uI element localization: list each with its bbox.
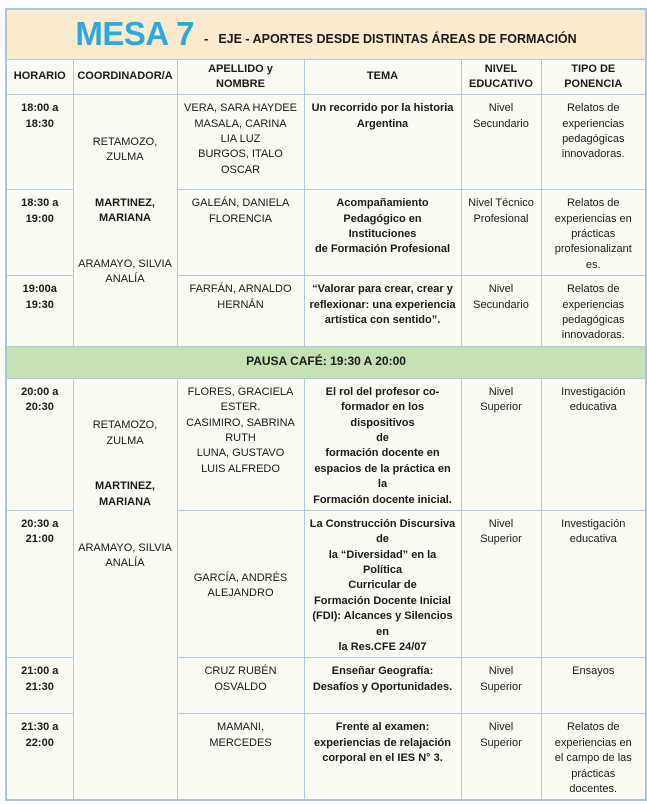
- presenter-cell: MAMANI, MERCEDES: [176, 713, 305, 801]
- level-cell: Nivel Secundario: [460, 94, 542, 191]
- level-cell: Nivel Superior: [460, 377, 542, 511]
- type-cell: Relatos de experiencias en prácticas pro…: [540, 189, 647, 277]
- presenter-cell: GALEÁN, DANIELA FLORENCIA: [176, 189, 305, 277]
- topic-cell: Enseñar Geografía: Desafíos y Oportunida…: [303, 657, 462, 715]
- presenter-cell: VERA, SARA HAYDEE MASALA, CARINA LIA LUZ…: [176, 94, 305, 191]
- coordinator-name: ARAMAYO, SILVIA ANALÍA: [78, 258, 172, 286]
- level-cell: Nivel Superior: [460, 713, 542, 801]
- coordinator-name: RETAMOZO, ZULMA: [92, 419, 158, 447]
- level-cell: Nivel Técnico Profesional: [460, 189, 542, 277]
- type-cell: Investigación educativa: [540, 509, 647, 659]
- session-row-1: 18:00 a 18:30 RETAMOZO, ZULMA MARTINEZ, …: [5, 94, 647, 347]
- coordinator-name: RETAMOZO, ZULMA: [92, 135, 158, 164]
- session-row-5: 20:30 a 21:00 GARCÍA, ANDRÉS ALEJANDRO L…: [5, 509, 647, 659]
- column-header-horario: HORARIO: [5, 58, 74, 96]
- presenter-cell: FLORES, GRACIELA ESTER. CASIMIRO, SABRIN…: [176, 377, 305, 511]
- column-header-apellido-nombre: APELLIDO y NOMBRE: [176, 58, 305, 96]
- time-cell: 21:00 a 21:30: [5, 657, 74, 715]
- type-cell: Relatos de experiencias pedagógicas inno…: [540, 275, 647, 347]
- presenter-cell: CRUZ RUBÉN OSVALDO: [176, 657, 305, 715]
- presenter-cell: GARCÍA, ANDRÉS ALEJANDRO: [176, 509, 305, 659]
- coordinator-name: ARAMAYO, SILVIA ANALÍA: [78, 541, 172, 569]
- time-cell: 21:30 a 22:00: [5, 713, 74, 801]
- schedule-table: MESA 7 - EJE - APORTES DESDE DISTINTAS Á…: [5, 8, 647, 802]
- title-separator: -: [203, 31, 209, 47]
- coordinators-cell-block1: RETAMOZO, ZULMA MARTINEZ, MARIANA ARAMAY…: [72, 94, 178, 347]
- topic-cell: El rol del profesor co- formador en los …: [303, 377, 462, 511]
- time-cell: 20:00 a 20:30: [5, 377, 74, 511]
- presenter-cell: FARFÁN, ARNALDO HERNÁN: [176, 275, 305, 347]
- title-banner: MESA 7 - EJE - APORTES DESDE DISTINTAS Á…: [5, 8, 647, 60]
- session-row-2: 18:30 a 19:00 GALEÁN, DANIELA FLORENCIA …: [5, 189, 647, 277]
- level-cell: Nivel Superior: [460, 509, 542, 659]
- topic-cell: Frente al examen: experiencias de relaja…: [303, 713, 462, 801]
- type-cell: Relatos de experiencias en el campo de l…: [540, 713, 647, 801]
- column-header-coordinador: COORDINADOR/A: [72, 58, 178, 96]
- mesa-title: MESA 7: [75, 15, 194, 53]
- coordinator-name: MARTINEZ, MARIANA: [95, 480, 155, 508]
- type-cell: Relatos de experiencias pedagógicas inno…: [540, 94, 647, 191]
- time-cell: 20:30 a 21:00: [5, 509, 74, 659]
- topic-cell: La Construcción Discursiva de la “Divers…: [303, 509, 462, 659]
- type-cell: Investigación educativa: [540, 377, 647, 511]
- column-header-nivel-educativo: NIVEL EDUCATIVO: [460, 58, 542, 96]
- session-row-4: 20:00 a 20:30 RETAMOZO, ZULMA MARTINEZ, …: [5, 377, 647, 801]
- time-cell: 18:30 a 19:00: [5, 189, 74, 277]
- pausa-cafe-banner: PAUSA CAFÉ: 19:30 A 20:00: [5, 345, 647, 379]
- coordinators-cell-block2: RETAMOZO, ZULMA MARTINEZ, MARIANA ARAMAY…: [72, 377, 178, 801]
- level-cell: Nivel Secundario: [460, 275, 542, 347]
- column-header-tipo-ponencia: TIPO DE PONENCIA: [540, 58, 647, 96]
- type-cell: Ensayos: [540, 657, 647, 715]
- topic-cell: “Valorar para crear, crear y reflexionar…: [303, 275, 462, 347]
- level-cell: Nivel Superior: [460, 657, 542, 715]
- topic-cell: Un recorrido por la historia Argentina: [303, 94, 462, 191]
- topic-cell: Acompañamiento Pedagógico en Institucion…: [303, 189, 462, 277]
- column-header-tema: TEMA: [303, 58, 462, 96]
- banner-subtitle: EJE - APORTES DESDE DISTINTAS ÁREAS DE F…: [218, 31, 577, 46]
- time-cell: 18:00 a 18:30: [5, 94, 74, 191]
- session-row-3: 19:00a 19:30 FARFÁN, ARNALDO HERNÁN “Val…: [5, 275, 647, 347]
- session-row-6: 21:00 a 21:30 CRUZ RUBÉN OSVALDO Enseñar…: [5, 657, 647, 715]
- coordinator-name: MARTINEZ, MARIANA: [95, 196, 155, 225]
- time-cell: 19:00a 19:30: [5, 275, 74, 347]
